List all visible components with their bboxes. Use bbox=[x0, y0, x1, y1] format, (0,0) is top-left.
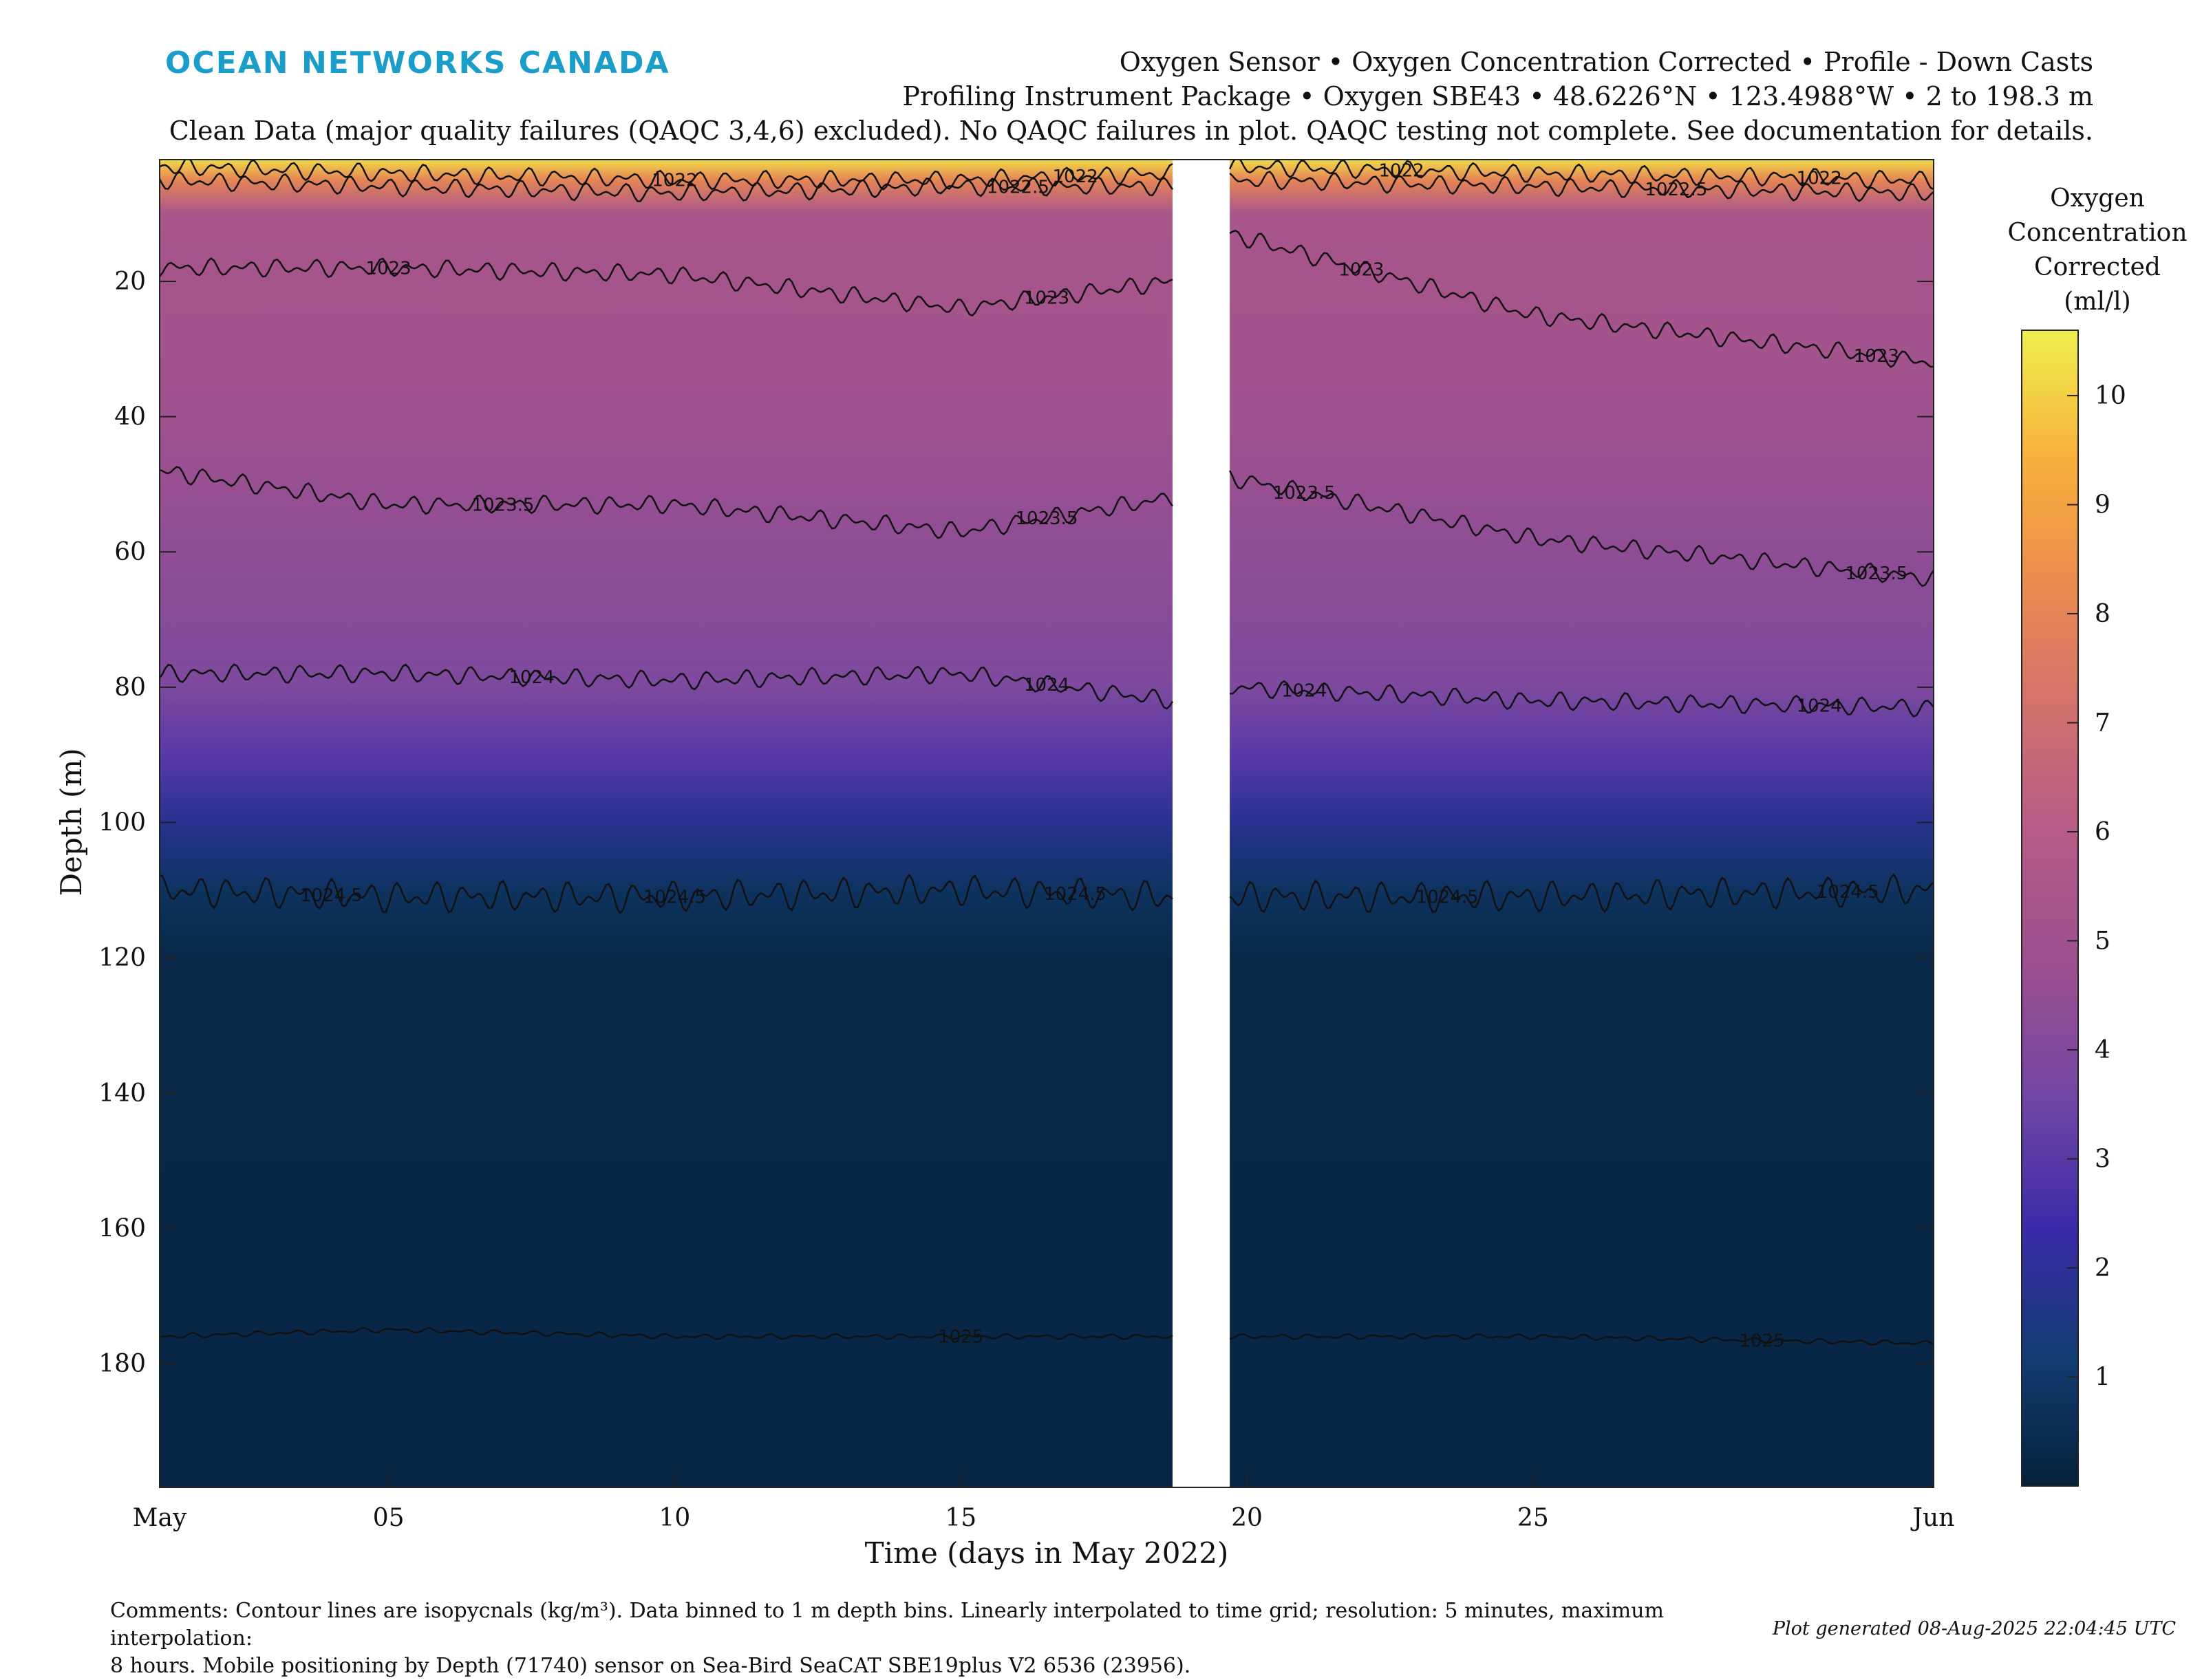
colorbar-scale bbox=[2021, 330, 2079, 1487]
plot-generated-timestamp: Plot generated 08-Aug-2025 22:04:45 UTC bbox=[1772, 1618, 2176, 1639]
isopycnal-label: 1025 bbox=[938, 1327, 983, 1348]
x-tick-label: 10 bbox=[659, 1504, 691, 1532]
isopycnal-label: 1023.5 bbox=[471, 495, 534, 515]
y-tick-label: 180 bbox=[98, 1350, 146, 1378]
isopycnal-label: 1024 bbox=[1797, 696, 1842, 717]
colorbar-tick-label: 8 bbox=[2095, 600, 2110, 628]
y-tick-label: 140 bbox=[98, 1079, 146, 1108]
colorbar-title-2: Concentration bbox=[2007, 219, 2187, 247]
isopycnal-label: 1022 bbox=[1379, 160, 1424, 181]
y-tick-label: 80 bbox=[114, 674, 146, 702]
isopycnal-label: 1024 bbox=[1024, 675, 1069, 696]
colorbar-tick-label: 3 bbox=[2095, 1145, 2110, 1174]
colorbar-tick-label: 2 bbox=[2095, 1254, 2110, 1282]
isopycnal-label: 1023 bbox=[1024, 288, 1069, 308]
comments-line-2: 8 hours. Mobile positioning by Depth (71… bbox=[110, 1654, 1191, 1678]
isopycnal-line-1024.5 bbox=[1229, 873, 1934, 914]
colorbar-tick-label: 10 bbox=[2095, 382, 2126, 410]
y-axis-title: Depth (m) bbox=[54, 748, 88, 896]
isopycnal-line-1022.5 bbox=[1229, 171, 1934, 202]
isopycnal-label: 1023.5 bbox=[1845, 563, 1907, 584]
colorbar-tick-label: 5 bbox=[2095, 927, 2110, 956]
isopycnal-label: 1025 bbox=[1739, 1331, 1784, 1351]
isopycnal-label: 1024.5 bbox=[1044, 884, 1107, 905]
isopycnal-label: 1024.5 bbox=[643, 887, 706, 908]
y-tick-label: 100 bbox=[98, 809, 146, 837]
isopycnal-label: 1024 bbox=[1281, 681, 1327, 702]
isopycnal-line-1023.5 bbox=[160, 466, 1174, 539]
isopycnal-line-1022 bbox=[160, 160, 1173, 191]
y-tick-label: 120 bbox=[98, 944, 146, 972]
x-tick-label: Jun bbox=[1910, 1504, 1955, 1532]
x-tick-label: 05 bbox=[373, 1504, 405, 1532]
isopycnal-line-1025 bbox=[160, 1327, 1173, 1340]
colorbar-title-3: Corrected bbox=[2034, 253, 2161, 281]
isopycnal-line-1024.5 bbox=[160, 873, 1173, 915]
isopycnal-label: 1022 bbox=[652, 170, 697, 191]
isopycnal-line-1024 bbox=[1230, 680, 1934, 718]
isopycnal-label: 1024 bbox=[509, 667, 554, 688]
heatmap-segment-before-gap bbox=[160, 160, 1173, 1487]
title-line-2: Profiling Instrument Package • Oxygen SB… bbox=[902, 81, 2093, 111]
isopycnal-label: 1023 bbox=[1338, 259, 1384, 280]
title-line-3: Clean Data (major quality failures (QAQC… bbox=[169, 116, 2093, 146]
isopycnal-label: 1022.5 bbox=[987, 177, 1049, 197]
isopycnal-line-1025 bbox=[1229, 1333, 1934, 1346]
colorbar-ticks: 1 2 3 4 5 6 7 8 9 10 bbox=[2067, 382, 2126, 1392]
x-tick-label: May bbox=[133, 1504, 187, 1532]
isopycnal-line-1022.5 bbox=[160, 171, 1174, 202]
colorbar-tick-label: 6 bbox=[2095, 818, 2110, 846]
x-axis: May 05 10 15 20 25 Jun bbox=[133, 1471, 1955, 1532]
colorbar-tick-label: 4 bbox=[2095, 1036, 2110, 1064]
colorbar: 1 2 3 4 5 6 7 8 9 10 Oxygen Concentration Correct… bbox=[2007, 184, 2188, 1487]
comments-line-1: Comments: Contour lines are isopycnals (… bbox=[110, 1599, 1664, 1650]
title-line-1: Oxygen Sensor • Oxygen Concentration Cor… bbox=[1119, 47, 2093, 77]
isopycnal-label: 1023 bbox=[1854, 346, 1899, 367]
comments-block: Comments: Contour lines are isopycnals (… bbox=[110, 1597, 1803, 1680]
isopycnal-line-1023 bbox=[160, 257, 1173, 317]
isopycnal-label: 1023 bbox=[366, 258, 411, 279]
y-tick-label: 20 bbox=[114, 268, 146, 296]
x-tick-label: 20 bbox=[1231, 1504, 1263, 1532]
x-tick-label: 25 bbox=[1517, 1504, 1549, 1532]
colorbar-tick-label: 9 bbox=[2095, 491, 2110, 519]
isopycnal-label: 1024.5 bbox=[1416, 887, 1479, 908]
plot-frame bbox=[159, 159, 1934, 1488]
isopycnal-line-1024 bbox=[160, 663, 1174, 710]
y-tick-label: 40 bbox=[114, 403, 146, 431]
heatmap-segment-after-gap bbox=[1230, 160, 1934, 1487]
isopycnal-line-1023.5 bbox=[1228, 470, 1934, 588]
colorbar-tick-label: 1 bbox=[2095, 1364, 2110, 1392]
isopycnal-label: 1023.5 bbox=[1273, 483, 1336, 504]
isopycnal-label: 1024.5 bbox=[1817, 882, 1879, 903]
isopycnal-label: 1024.5 bbox=[300, 885, 363, 906]
colorbar-title-4: (ml/l) bbox=[2064, 288, 2130, 316]
heatmap-layer bbox=[160, 160, 1934, 1487]
x-tick-label: 15 bbox=[945, 1504, 976, 1532]
x-axis-title: Time (days in May 2022) bbox=[865, 1536, 1229, 1570]
colorbar-tick-label: 7 bbox=[2095, 709, 2110, 737]
isopycnal-line-1023 bbox=[1229, 229, 1934, 368]
y-axis: 20 40 60 80 100 120 140 160 180 bbox=[98, 268, 1934, 1378]
isopycnal-label: 1022.5 bbox=[1645, 180, 1707, 200]
colorbar-title-1: Oxygen bbox=[2050, 184, 2145, 213]
y-tick-label: 160 bbox=[98, 1214, 146, 1242]
brand-logo: OCEAN NETWORKS CANADA bbox=[165, 45, 670, 80]
y-tick-label: 60 bbox=[114, 538, 146, 566]
isopycnal-line-1022 bbox=[1228, 160, 1934, 190]
isopycnal-label: 1023.5 bbox=[1016, 508, 1078, 529]
